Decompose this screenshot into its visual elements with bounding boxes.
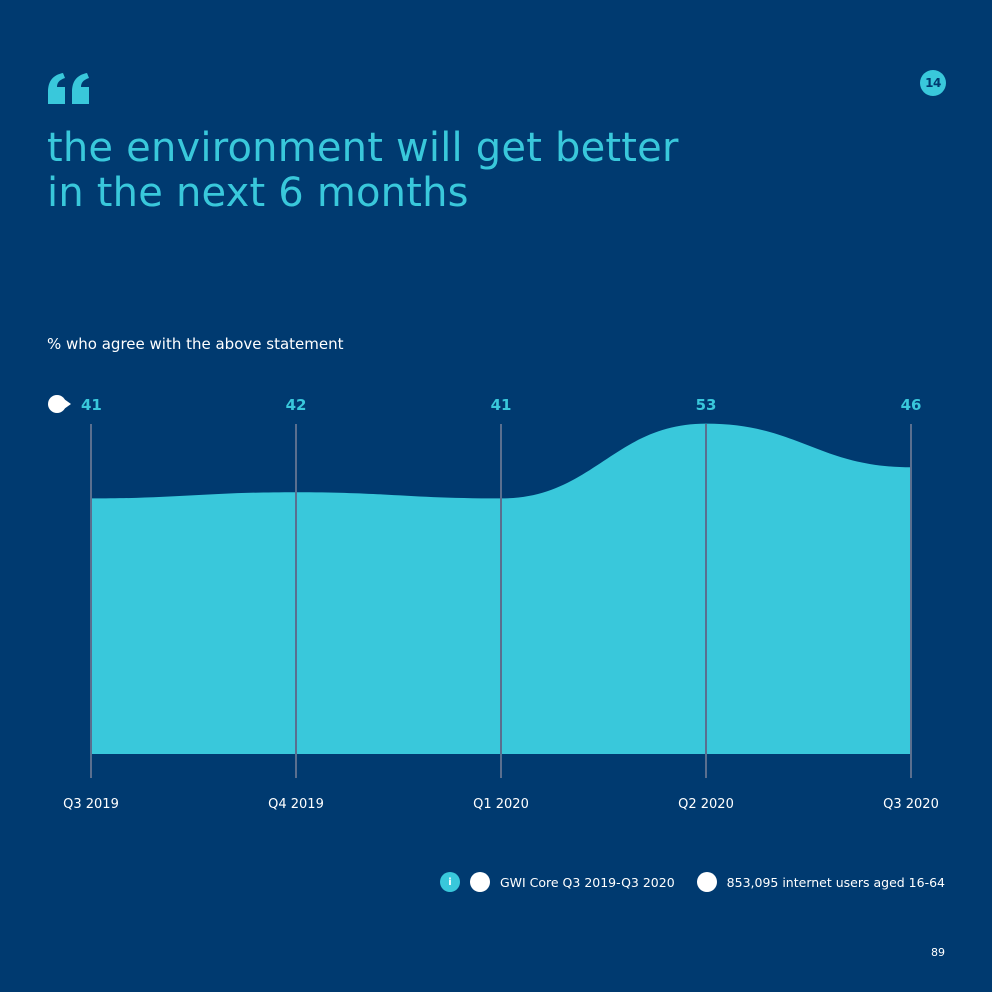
headline-line-1: the environment will get better: [47, 125, 679, 171]
data-label-q4-2019: 42: [286, 396, 307, 414]
data-label-q3-2020: 46: [901, 396, 922, 414]
x-tick-q1-2020: Q1 2020: [473, 797, 529, 812]
data-label-q2-2020: 53: [696, 396, 717, 414]
quote-icon: [48, 73, 89, 104]
x-tick-q4-2019: Q4 2019: [268, 797, 324, 812]
x-tick-q2-2020: Q2 2020: [678, 797, 734, 812]
info-icon[interactable]: i: [439, 872, 460, 892]
page-number: 89: [931, 946, 945, 959]
headline-line-2: in the next 6 months: [47, 170, 469, 216]
legend: i GWI Core Q3 2019-Q3 2020 853,095 inter…: [439, 872, 945, 892]
x-tick-q3-2019: Q3 2019: [63, 797, 119, 812]
legend-source: GWI Core Q3 2019-Q3 2020: [499, 874, 675, 890]
source-icon: [469, 872, 490, 892]
data-label-q1-2020: 41: [491, 396, 512, 414]
area-chart: 41 42 41 53 46 Q3 2019 Q4 2019 Q1 2020 Q2 2020 Q3…: [48, 395, 939, 812]
marker-icon: [48, 395, 71, 413]
data-label-q3-2019: 41: [81, 396, 102, 414]
legend-base: 853,095 internet users aged 16-64: [726, 874, 945, 890]
headline: the environment will get better in the n…: [47, 126, 747, 216]
section-badge: 14: [920, 70, 946, 96]
users-icon: [696, 872, 717, 892]
x-tick-q3-2020: Q3 2020: [883, 797, 939, 812]
chart-title: % who agree with the above statement: [47, 335, 344, 353]
